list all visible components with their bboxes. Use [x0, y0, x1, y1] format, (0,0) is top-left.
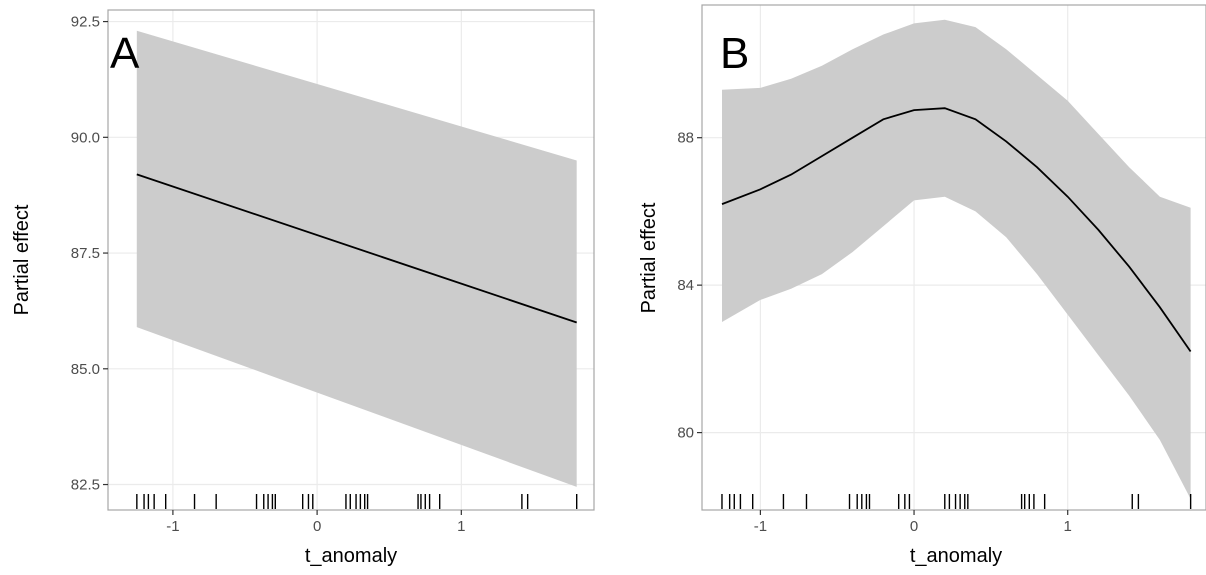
x-tick-label: 1 — [457, 518, 465, 535]
partial-effect-line — [721, 107, 1192, 353]
panel-border — [701, 4, 1206, 511]
y-tick-label: 87.5 — [71, 245, 100, 262]
x-tick-label: -1 — [754, 518, 767, 535]
y-tick-label: 88 — [677, 130, 694, 147]
x-tick-label: 0 — [910, 518, 918, 535]
panel-letter: B — [720, 29, 749, 78]
x-axis-title: t_anomaly — [910, 545, 1002, 567]
panel-border — [107, 9, 595, 511]
y-tick-label: 82.5 — [71, 477, 100, 494]
panel-letter: A — [110, 29, 140, 78]
x-tick-label: -1 — [166, 518, 179, 535]
panel-a: 82.5 85.0 87.5 90.0 92.5 -1 0 1 t_anomaly Partial… — [11, 9, 595, 567]
panel-b: 80 84 88 -1 0 1 t_anomaly Partial effect B — [638, 4, 1206, 567]
confidence-ribbon — [722, 19, 1191, 499]
x-axis-title: t_anomaly — [305, 545, 397, 567]
y-tick-label: 90.0 — [71, 129, 100, 146]
y-tick-label: 92.5 — [71, 14, 100, 31]
y-axis-title: Partial effect — [11, 204, 33, 315]
confidence-ribbon — [136, 30, 577, 487]
y-tick-label: 85.0 — [71, 361, 100, 378]
x-tick-label: 0 — [313, 518, 321, 535]
y-tick-label: 84 — [677, 277, 694, 294]
y-tick-label: 80 — [677, 425, 694, 442]
y-axis-title: Partial effect — [638, 202, 660, 313]
x-tick-label: 1 — [1064, 518, 1072, 535]
partial-effect-line — [136, 173, 577, 324]
